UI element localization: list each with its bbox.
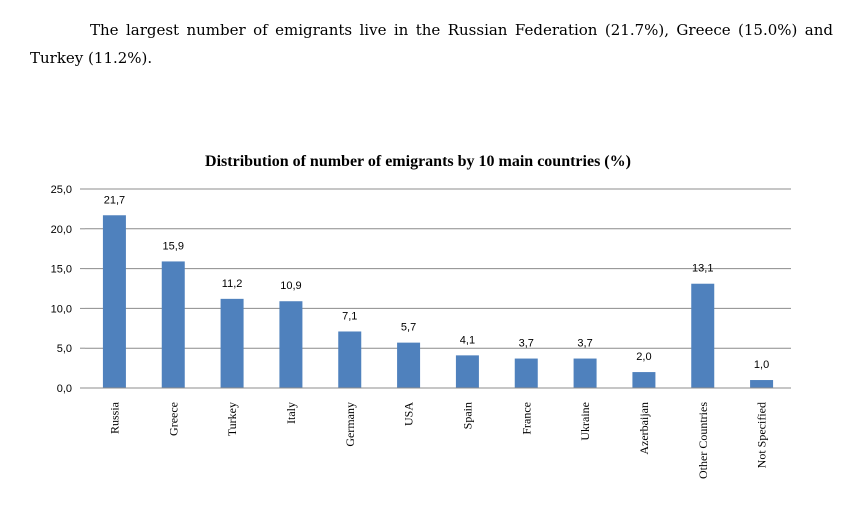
x-tick-label: Spain [460,402,474,429]
y-tick-label: 25,0 [51,184,72,196]
data-label: 3,7 [577,338,592,350]
grid-lines [85,188,791,349]
data-labels: 21,7 15,9 11,2 10,9 7,1 5,7 4,1 3,7 3,7 2,0 13,1 1,… [104,194,770,371]
data-label: 11,2 [222,278,243,290]
y-tick-label: 20,0 [51,224,72,236]
bar-russia [102,215,126,388]
bar-france [514,358,538,388]
bar-ukraine [573,358,597,388]
bar-usa [397,342,421,388]
data-label: 2,0 [636,351,651,363]
bar-germany [338,331,362,388]
y-tick-label: 10,0 [51,303,72,315]
y-tick-label: 15,0 [51,264,72,276]
bar-turkey [220,298,244,388]
data-label: 7,1 [342,310,357,322]
bar-azerbaijan [632,372,656,388]
y-axis-ticks: 0,0 5,0 10,0 15,0 20,0 25,0 [51,184,85,395]
x-tick-label: Greece [166,402,180,436]
data-label: 3,7 [519,338,534,350]
bar-italy [279,301,303,388]
bars [102,215,774,388]
x-tick-label: Italy [284,402,298,424]
x-tick-label: Other Countries [696,402,710,479]
x-tick-label: Turkey [225,402,239,436]
data-label: 4,1 [460,334,475,346]
x-tick-label: Germany [343,402,357,447]
data-label: 21,7 [104,194,125,206]
bar-greece [161,261,185,388]
data-label: 10,9 [280,280,301,292]
bar-other-countries [691,283,715,388]
x-tick-label: Not Specified [755,402,769,468]
x-tick-label: Russia [107,401,121,434]
data-label: 1,0 [754,359,769,371]
bar-spain [455,355,479,388]
x-tick-label: France [519,402,533,435]
y-tick-label: 0,0 [57,383,72,395]
x-tick-label: USA [402,402,416,426]
chart-title: Distribution of number of emigrants by 1… [205,153,631,170]
x-tick-label: Ukraine [578,402,592,441]
data-label: 13,1 [692,263,713,275]
intro-paragraph: The largest number of emigrants live in … [30,21,833,67]
y-tick-label: 5,0 [57,343,72,355]
data-label: 15,9 [163,240,184,252]
bar-not-specified [750,380,774,388]
x-tick-label: Azerbaijan [637,402,651,455]
data-label: 5,7 [401,322,416,334]
x-axis-labels: Russia Greece Turkey Italy Germany USA Spain Fr… [107,401,768,479]
